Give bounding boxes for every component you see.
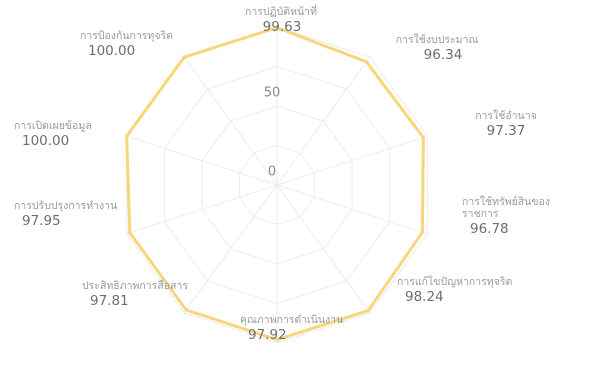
grid-spoke [276,184,371,314]
data-label: 98.24 [405,289,444,306]
category-name: การเปิดเผยข้อมูล [14,120,92,132]
data-label: 100.00 [22,133,70,150]
data-point [182,55,186,59]
grid-spoke [276,135,428,186]
data-point [184,308,188,312]
category-label: ประสิทธิภาพการสื่อสาร 97.81 [82,280,192,310]
radar-series [124,25,426,342]
category-name: การปรับปรุงการทำงาน [14,200,118,212]
data-point [275,25,279,30]
category-name: การใช้อำนาจ [475,110,537,122]
category-name: การป้องกันการทุจริต [80,30,173,42]
category-label: คุณภาพการดำเนินงาน 97.92 [240,314,358,344]
data-label: 97.95 [22,213,61,230]
grid-spoke [183,184,278,314]
grid-spoke [126,135,278,186]
category-label: การป้องกันการทุจริต 100.00 [80,30,190,60]
data-point [124,134,129,138]
radial-tick-label: 50 [263,85,281,101]
data-point [275,337,279,342]
category-label: การปรับปรุงการทำงาน 97.95 [14,200,124,230]
data-label: 99.63 [262,19,302,36]
radial-tick-label: 0 [267,164,277,180]
data-label: 100.00 [88,43,136,60]
category-label: การแก้ไขปัญหาการทุจริต 98.24 [397,276,515,306]
data-point [366,308,371,313]
category-label: การใช้อำนาจ 97.37 [461,110,551,140]
grid-spoke [126,184,278,235]
category-name: การแก้ไขปัญหาการทุจริต [397,276,513,288]
category-name: การปฏิบัติหน้าที่ [244,6,317,18]
category-label: การเปิดเผยข้อมูล 100.00 [14,120,124,150]
category-name: ประสิทธิภาพการสื่อสาร [82,280,188,292]
data-label: 96.78 [470,221,509,238]
data-label: 97.37 [486,123,526,140]
data-point [128,231,132,235]
category-label: การใช้งบประมาณ 96.34 [378,34,508,64]
data-point [364,60,369,64]
data-point [420,230,425,235]
category-name: คุณภาพการดำเนินงาน [240,314,344,326]
category-label: การปฏิบัติหน้าที่ 99.63 [222,6,342,36]
category-label: การใช้ทรัพย์สินของราชการ 96.78 [462,196,580,238]
grid-spoke [276,56,371,186]
data-label: 97.92 [248,327,287,344]
category-name: การใช้ทรัพย์สินของราชการ [462,196,550,221]
data-label: 96.34 [423,47,463,64]
radar-grid [126,26,428,344]
category-name: การใช้งบประมาณ [395,34,479,46]
grid-spoke [276,184,428,235]
grid-spoke [183,56,278,186]
data-label: 97.81 [90,293,129,310]
data-point [421,135,426,140]
